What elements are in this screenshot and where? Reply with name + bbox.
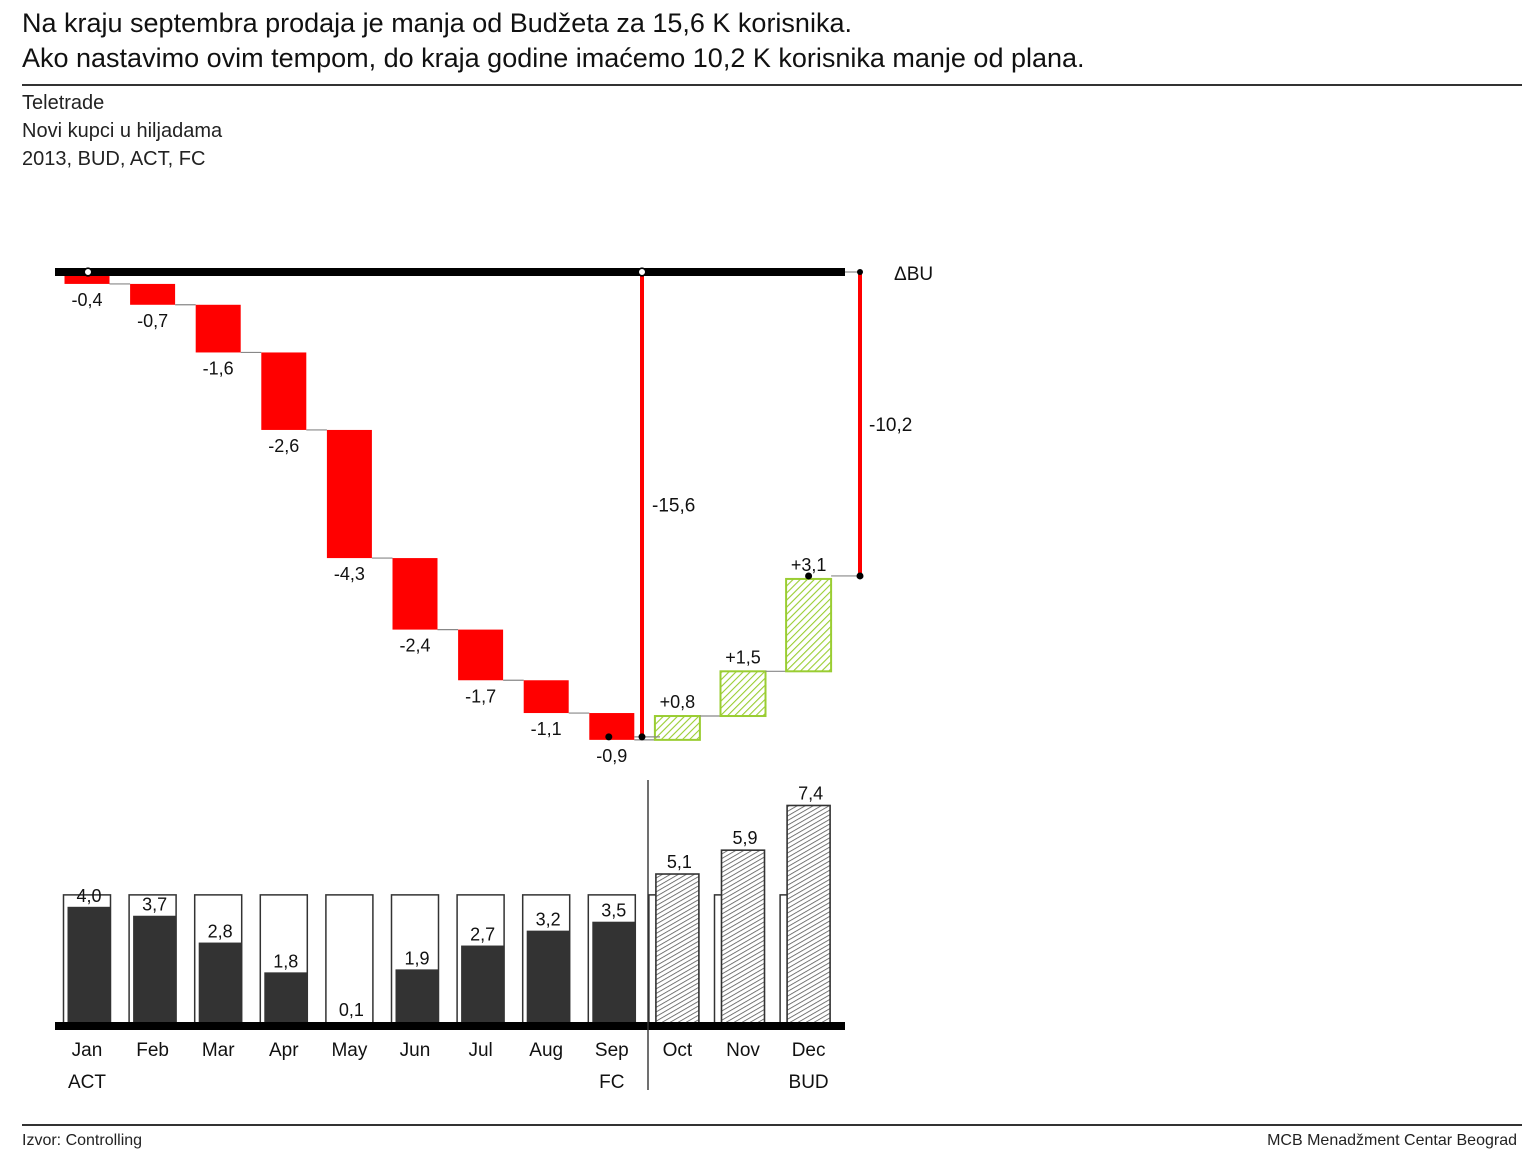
waterfall-label-mar: -1,6 [203, 358, 234, 378]
actual-bar-aug [526, 930, 570, 1026]
group-label-forecast: FC [599, 1072, 624, 1093]
waterfall-label-jun: -2,4 [399, 636, 430, 656]
measure-name: Novi kupci u hiljadama [22, 120, 223, 142]
month-label-apr: Apr [269, 1040, 299, 1061]
actual-bar-feb [133, 915, 177, 1026]
sep-bar-marker [605, 733, 613, 741]
waterfall-chart: -0,4 -0,7 -1,6 -2,6 -4,3 -2,4 -1,7 -1,1 -0,9 +0,8… [55, 264, 933, 766]
dec-bottom-marker [856, 572, 864, 580]
bar-value-dec: 7,4 [798, 783, 823, 803]
waterfall-bar-nov [719, 670, 767, 718]
waterfall-label-jul: -1,7 [465, 686, 496, 706]
waterfall-bar-may [326, 429, 372, 559]
chart-subtitle: Teletrade Novi kupci u hiljadama 2013, B… [22, 89, 222, 173]
cumulative-dec-label: -10,2 [869, 415, 912, 436]
bar-baseline [55, 1022, 845, 1030]
bar-value-jun: 1,9 [404, 948, 429, 968]
baseline-marker [83, 267, 93, 277]
waterfall-bar-mar [195, 304, 241, 353]
actual-bar-apr [264, 972, 308, 1026]
bar-value-mar: 2,8 [208, 922, 233, 942]
headline: Na kraju septembra prodaja je manja od B… [22, 6, 1085, 76]
waterfall-label-feb: -0,7 [137, 311, 168, 331]
footer-rule [22, 1124, 1522, 1126]
actual-bar-mar [198, 942, 242, 1026]
bar-value-jul: 2,7 [470, 925, 495, 945]
sep-top-marker [637, 267, 647, 277]
waterfall-label-apr: -2,6 [268, 436, 299, 456]
monthly-bar-chart: 4,0 Jan 3,7 Feb 2,8 Mar 1,8 Apr 0,1 May 1,9 Jun 2,7 J… [55, 780, 845, 1093]
waterfall-bar-jan [64, 272, 110, 284]
group-label-actual: ACT [68, 1072, 106, 1093]
month-label-sep: Sep [595, 1040, 629, 1061]
waterfall-bar-jul [458, 629, 504, 681]
month-label-may: May [331, 1040, 367, 1061]
waterfall-label-dec: +3,1 [791, 555, 827, 575]
actual-bar-sep [592, 921, 636, 1026]
actual-bar-jun [395, 969, 439, 1026]
group-label-budget: BUD [789, 1072, 829, 1093]
waterfall-label-may: -4,3 [334, 564, 365, 584]
month-label-oct: Oct [663, 1040, 693, 1061]
dec-top-marker [857, 269, 863, 275]
month-label-dec: Dec [792, 1040, 826, 1061]
forecast-bar-nov [720, 849, 766, 1027]
headline-line-1: Na kraju septembra prodaja je manja od B… [22, 8, 852, 38]
bar-value-feb: 3,7 [142, 895, 167, 915]
bar-value-aug: 3,2 [536, 910, 561, 930]
month-label-feb: Feb [136, 1040, 169, 1061]
bar-value-may: 0,1 [339, 1000, 364, 1020]
waterfall-label-jan: -0,4 [71, 290, 102, 310]
forecast-bar-dec [786, 804, 831, 1027]
bar-value-oct: 5,1 [667, 852, 692, 872]
bar-value-jan: 4,0 [76, 886, 101, 906]
waterfall-label-nov: +1,5 [725, 647, 761, 667]
month-label-jun: Jun [400, 1040, 431, 1061]
bar-value-nov: 5,9 [732, 828, 757, 848]
bar-value-apr: 1,8 [273, 951, 298, 971]
delta-bu-legend: ΔBU [894, 264, 933, 285]
month-label-jul: Jul [468, 1040, 492, 1061]
source-note: Izvor: Controlling [22, 1132, 143, 1149]
waterfall-bar-feb [130, 283, 176, 305]
waterfall-bar-aug [523, 680, 569, 714]
waterfall-baseline [55, 268, 845, 276]
waterfall-label-aug: -1,1 [531, 719, 562, 739]
month-label-jan: Jan [72, 1040, 103, 1061]
waterfall-label-sep: -0,9 [596, 746, 627, 766]
month-label-aug: Aug [529, 1040, 563, 1061]
sep-bottom-marker [638, 733, 646, 741]
month-label-nov: Nov [726, 1040, 760, 1061]
waterfall-bar-dec [785, 577, 833, 673]
header-rule [22, 84, 1522, 86]
waterfall-bar-oct [653, 715, 701, 741]
organization-note: MCB Menadžment Centar Beograd [1267, 1132, 1517, 1149]
waterfall-bar-apr [261, 352, 307, 430]
dec-bar-marker [805, 572, 813, 580]
actual-bar-jul [461, 945, 505, 1026]
actual-bar-jan [67, 906, 111, 1026]
bar-value-sep: 3,5 [601, 901, 626, 921]
month-label-mar: Mar [202, 1040, 235, 1061]
headline-line-2: Ako nastavimo ovim tempom, do kraja godi… [22, 43, 1085, 73]
scenario-info: 2013, BUD, ACT, FC [22, 148, 206, 170]
waterfall-bar-jun [392, 558, 438, 630]
cumulative-sep-label: -15,6 [652, 495, 695, 516]
forecast-bar-oct [655, 873, 700, 1027]
company-name: Teletrade [22, 92, 105, 114]
waterfall-label-oct: +0,8 [660, 692, 696, 712]
